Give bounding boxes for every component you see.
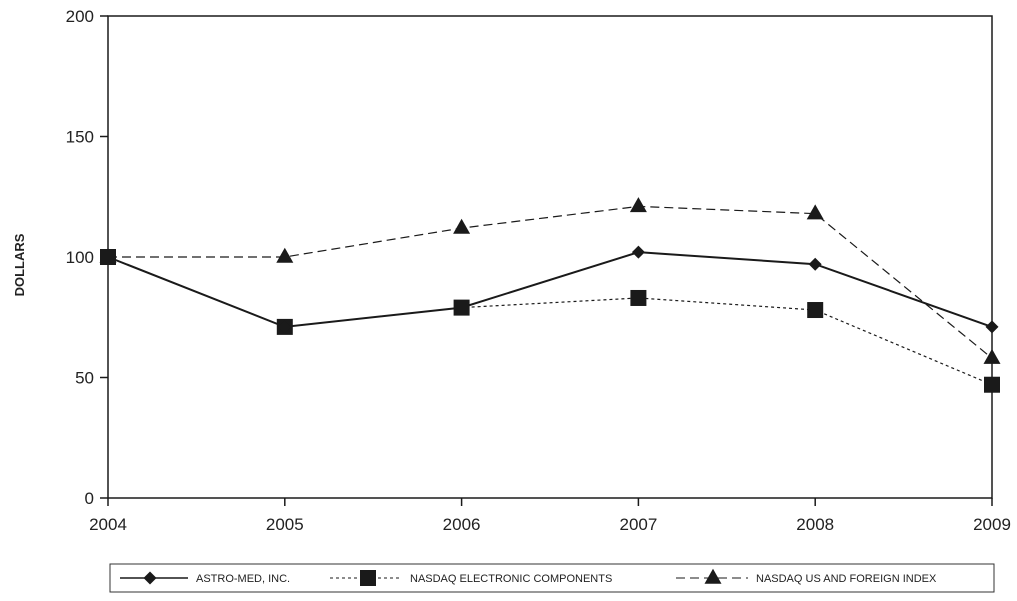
data-point-diamond: [985, 320, 999, 334]
data-point-diamond: [278, 320, 292, 334]
legend-marker-diamond: [143, 571, 157, 585]
legend-label: ASTRO-MED, INC.: [196, 573, 290, 585]
y-tick-label: 100: [66, 248, 94, 267]
legend-label: NASDAQ ELECTRONIC COMPONENTS: [410, 573, 612, 585]
y-tick-label: 0: [85, 489, 94, 508]
data-point-square: [984, 376, 1000, 393]
data-point-triangle: [276, 247, 294, 263]
y-tick-label: 200: [66, 7, 94, 26]
legend-marker-square: [360, 570, 376, 586]
legend-item-1: NASDAQ ELECTRONIC COMPONENTS: [330, 570, 612, 586]
x-tick-label: 2004: [89, 515, 127, 534]
legend-label: NASDAQ US AND FOREIGN INDEX: [756, 573, 937, 585]
legend-marker-triangle: [704, 568, 722, 584]
x-tick-label: 2005: [266, 515, 304, 534]
data-point-diamond: [631, 245, 645, 259]
data-point-square: [630, 289, 647, 306]
x-tick-label: 2009: [973, 515, 1011, 534]
y-axis-label: DOLLARS: [12, 233, 27, 296]
y-tick-label: 50: [75, 369, 94, 388]
series-0: [101, 245, 999, 334]
legend-item-0: ASTRO-MED, INC.: [120, 571, 290, 585]
data-point-diamond: [455, 301, 469, 315]
data-point-square: [807, 302, 824, 319]
data-point-triangle: [453, 218, 471, 234]
legend: ASTRO-MED, INC. NASDAQ ELECTRONIC COMPONE…: [109, 563, 995, 593]
data-point-triangle: [629, 197, 647, 213]
y-tick-label: 150: [66, 128, 94, 147]
series-line: [107, 251, 993, 328]
data-point-diamond: [808, 257, 822, 271]
series-line: [108, 205, 993, 359]
x-tick-label: 2006: [443, 515, 481, 534]
legend-box: [109, 563, 995, 593]
data-point-triangle: [806, 204, 824, 220]
series-line: [107, 256, 993, 386]
x-tick-label: 2007: [619, 515, 657, 534]
data-point-diamond: [101, 250, 115, 264]
legend-item-2: NASDAQ US AND FOREIGN INDEX: [676, 568, 937, 585]
series-layer: [99, 197, 1001, 393]
series-1: [100, 249, 1000, 393]
x-tick-label: 2008: [796, 515, 834, 534]
axes: 0 50 100 150 200 2004 2005 2006 2007 2008 2009 DOLL…: [12, 7, 1011, 534]
data-point-triangle: [983, 348, 1001, 364]
